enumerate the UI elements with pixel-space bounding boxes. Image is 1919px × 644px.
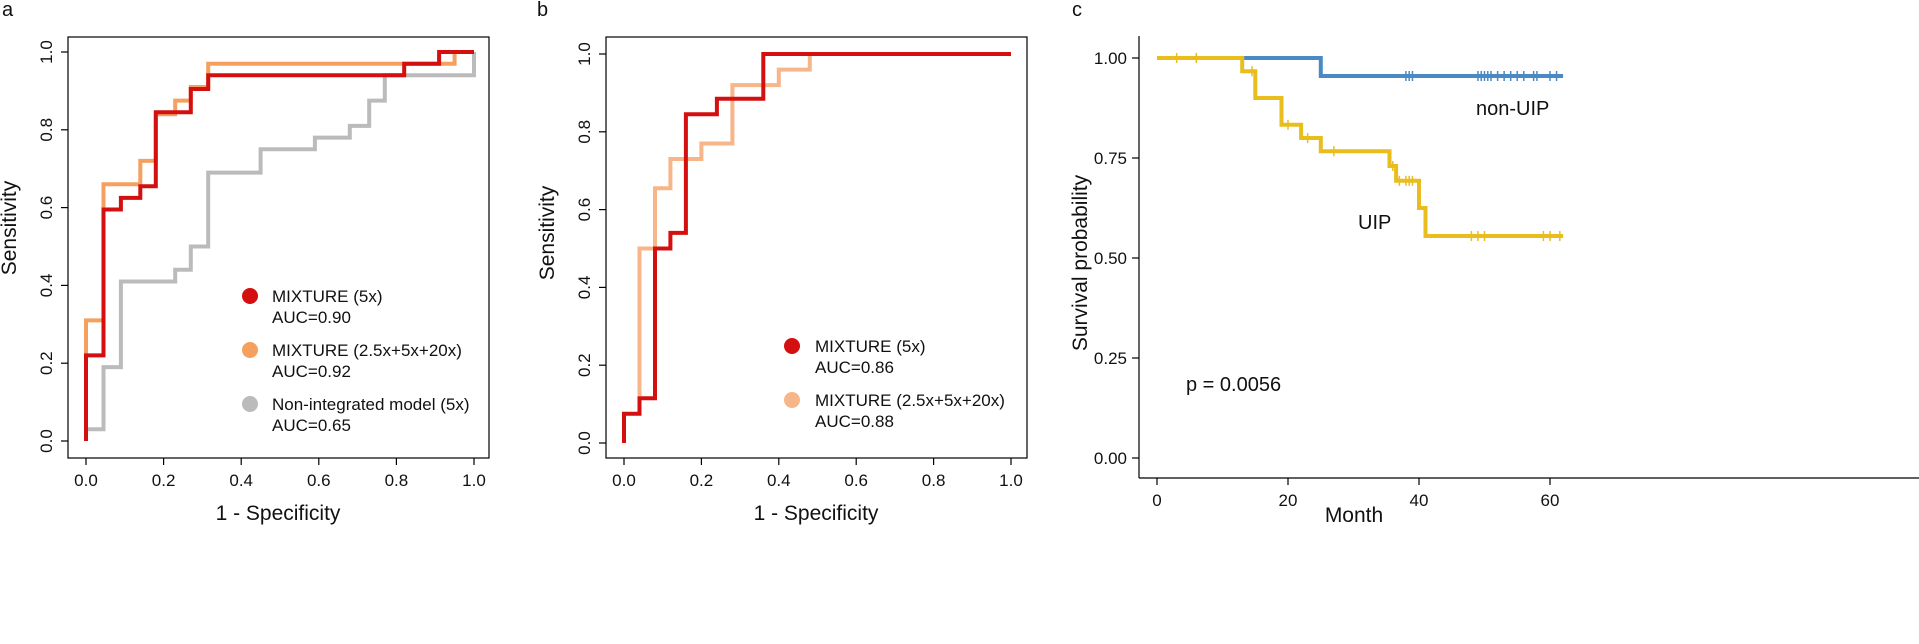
survival-curve-non-uip bbox=[1157, 56, 1564, 78]
y-tick-label: 1.0 bbox=[37, 40, 56, 64]
x-tick-label: 60 bbox=[1541, 491, 1560, 510]
censor-marks-non-uip bbox=[1405, 71, 1558, 81]
legend-b-marker-mixture-multiscale bbox=[784, 392, 800, 408]
y-tick-label: 0.6 bbox=[575, 198, 594, 222]
y-axis-b: 0.0 0.2 0.4 0.6 0.8 1.0 bbox=[575, 42, 606, 455]
x-axis-a: 0.0 0.2 0.4 0.6 0.8 1.0 bbox=[74, 458, 486, 490]
legend-marker-mixture-5x bbox=[242, 288, 258, 304]
y-axis-label-a: Sensitivity bbox=[0, 180, 21, 275]
y-tick-label: 0.25 bbox=[1094, 349, 1127, 368]
x-tick-label: 40 bbox=[1410, 491, 1429, 510]
legend-a: MIXTURE (5x) AUC=0.90 MIXTURE (2.5x+5x+2… bbox=[242, 287, 469, 435]
roc-curve-nonintegrated-5x bbox=[86, 52, 476, 432]
curve-label-uip: UIP bbox=[1358, 212, 1391, 234]
y-tick-label: 0.00 bbox=[1094, 449, 1127, 468]
y-tick-label: 0.4 bbox=[575, 276, 594, 300]
roc-curve-b-mixture-multiscale bbox=[637, 52, 1011, 397]
y-tick-label: 0.0 bbox=[575, 431, 594, 455]
panel-b: b 0.00.20.40.60.81.0 0.0 0.2 0.4 0.6 0.8 1.0 … bbox=[536, 0, 1028, 525]
x-tick-label: 0.2 bbox=[152, 471, 176, 490]
legend-label-nonintegrated: Non-integrated model (5x) bbox=[272, 395, 469, 414]
x-tick-label: 0.6 bbox=[844, 471, 868, 490]
x-tick-label: 0 bbox=[1152, 491, 1161, 510]
x-tick-label: 0.8 bbox=[385, 471, 409, 490]
x-tick-label: 0.4 bbox=[229, 471, 253, 490]
panel-label-b: b bbox=[537, 0, 548, 21]
legend-b-auc-mixture-5x: AUC=0.86 bbox=[815, 358, 894, 377]
legend-auc-mixture-5x: AUC=0.90 bbox=[272, 308, 351, 327]
y-tick-label: 0.50 bbox=[1094, 249, 1127, 268]
legend-auc-nonintegrated: AUC=0.65 bbox=[272, 416, 351, 435]
legend-b: MIXTURE (5x) AUC=0.86 MIXTURE (2.5x+5x+2… bbox=[784, 337, 1005, 431]
y-tick-label: 0.0 bbox=[37, 429, 56, 453]
y-tick-label: 0.4 bbox=[37, 274, 56, 298]
legend-b-marker-mixture-5x bbox=[784, 338, 800, 354]
x-tick-label: 0.4 bbox=[767, 471, 791, 490]
y-axis-c: 0.00 0.25 0.50 0.75 1.00 bbox=[1094, 49, 1139, 468]
roc-curve-mixture-5x bbox=[84, 50, 474, 441]
y-axis-label-c: Survival probability bbox=[1069, 174, 1092, 351]
panel-c: c 0.00 0.25 0.50 0.75 1.00 0 20 40 60 Month Sur… bbox=[1069, 0, 1919, 527]
roc-curve-b-mixture-5x bbox=[622, 52, 1011, 443]
x-axis-label-a: 1 - Specificity bbox=[216, 502, 341, 525]
panel-label-c: c bbox=[1072, 0, 1082, 21]
y-tick-label: 1.00 bbox=[1094, 49, 1127, 68]
legend-b-auc-mixture-multiscale: AUC=0.88 bbox=[815, 412, 894, 431]
survival-curve-uip bbox=[1157, 56, 1564, 238]
roc-curves-a bbox=[84, 50, 476, 441]
x-tick-label: 1.0 bbox=[999, 471, 1023, 490]
y-tick-label: 1.0 bbox=[575, 42, 594, 66]
y-tick-label: 0.2 bbox=[575, 353, 594, 377]
y-tick-label: 0.75 bbox=[1094, 149, 1127, 168]
x-tick-label: 1.0 bbox=[462, 471, 486, 490]
y-axis-a: 0.0 0.2 0.4 0.6 0.8 1.0 bbox=[37, 40, 68, 453]
panel-a: a 0.00.20.40.60.81.0 0.0 0.2 0.4 0.6 0.8 1.0 … bbox=[0, 0, 490, 525]
x-axis-c: 0 20 40 60 bbox=[1152, 478, 1559, 510]
x-axis-label-b: 1 - Specificity bbox=[754, 502, 879, 525]
x-axis-label-c: Month bbox=[1325, 504, 1383, 527]
x-tick-label: 0.6 bbox=[307, 471, 331, 490]
panel-label-a: a bbox=[2, 0, 14, 21]
curve-label-non-uip: non-UIP bbox=[1476, 98, 1549, 120]
p-value-annotation: p = 0.0056 bbox=[1186, 374, 1281, 396]
y-axis-label-b: Sensitivity bbox=[536, 185, 559, 280]
y-tick-label: 0.6 bbox=[37, 196, 56, 220]
roc-curves-b bbox=[622, 52, 1011, 443]
x-tick-label: 0.0 bbox=[612, 471, 636, 490]
legend-auc-mixture-multiscale: AUC=0.92 bbox=[272, 362, 351, 381]
legend-label-mixture-multiscale: MIXTURE (2.5x+5x+20x) bbox=[272, 341, 462, 360]
survival-curves bbox=[1157, 56, 1564, 238]
legend-marker-mixture-multiscale bbox=[242, 342, 258, 358]
x-tick-label: 20 bbox=[1279, 491, 1298, 510]
censor-marks-uip bbox=[1175, 53, 1561, 241]
x-tick-label: 0.0 bbox=[74, 471, 98, 490]
legend-label-mixture-5x: MIXTURE (5x) bbox=[272, 287, 383, 306]
plot-frame-a bbox=[67, 36, 490, 459]
x-tick-label: 0.8 bbox=[922, 471, 946, 490]
x-tick-label: 0.2 bbox=[690, 471, 714, 490]
plot-frame-b bbox=[605, 36, 1028, 459]
legend-b-label-mixture-multiscale: MIXTURE (2.5x+5x+20x) bbox=[815, 391, 1005, 410]
y-tick-label: 0.8 bbox=[37, 118, 56, 142]
y-tick-label: 0.2 bbox=[37, 351, 56, 375]
x-axis-b: 0.0 0.2 0.4 0.6 0.8 1.0 bbox=[612, 458, 1023, 490]
legend-b-label-mixture-5x: MIXTURE (5x) bbox=[815, 337, 926, 356]
legend-marker-nonintegrated bbox=[242, 396, 258, 412]
y-tick-label: 0.8 bbox=[575, 120, 594, 144]
